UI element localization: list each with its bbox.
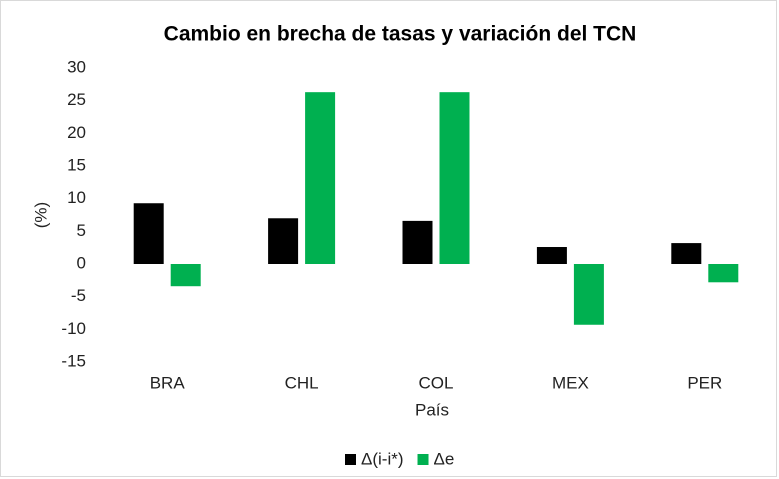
legend-swatch	[417, 454, 429, 465]
bar	[402, 220, 433, 264]
y-tick-label: 10	[67, 188, 86, 207]
x-tick-label: MEX	[552, 373, 589, 392]
x-tick-label: CHL	[285, 373, 319, 392]
legend-swatch	[345, 454, 356, 465]
bar	[573, 264, 604, 325]
legend-label: Δe	[434, 449, 455, 468]
x-tick-label: PER	[687, 373, 722, 392]
x-tick-label: COL	[419, 373, 454, 392]
y-tick-label: 20	[67, 123, 86, 142]
y-axis-label: (%)	[31, 202, 50, 228]
y-tick-label: 25	[67, 90, 86, 109]
x-tick-label: BRA	[150, 373, 186, 392]
chart-title: Cambio en brecha de tasas y variación de…	[164, 23, 637, 46]
y-tick-label: -10	[61, 319, 86, 338]
legend-label: Δ(i-i*)	[361, 449, 404, 468]
y-tick-label: 5	[77, 221, 86, 240]
y-tick-label: -15	[61, 351, 86, 370]
bar	[305, 92, 336, 264]
y-tick-label: -5	[71, 286, 86, 305]
bar	[170, 264, 201, 287]
y-tick-label: 0	[77, 253, 86, 272]
y-tick-label: 15	[67, 155, 86, 174]
bar	[439, 92, 470, 264]
x-axis-label: País	[415, 400, 449, 419]
bar	[708, 264, 739, 283]
bar	[671, 243, 702, 264]
bar	[536, 247, 567, 264]
y-tick-label: 30	[67, 57, 86, 76]
bar	[268, 218, 299, 264]
bar	[133, 203, 164, 264]
